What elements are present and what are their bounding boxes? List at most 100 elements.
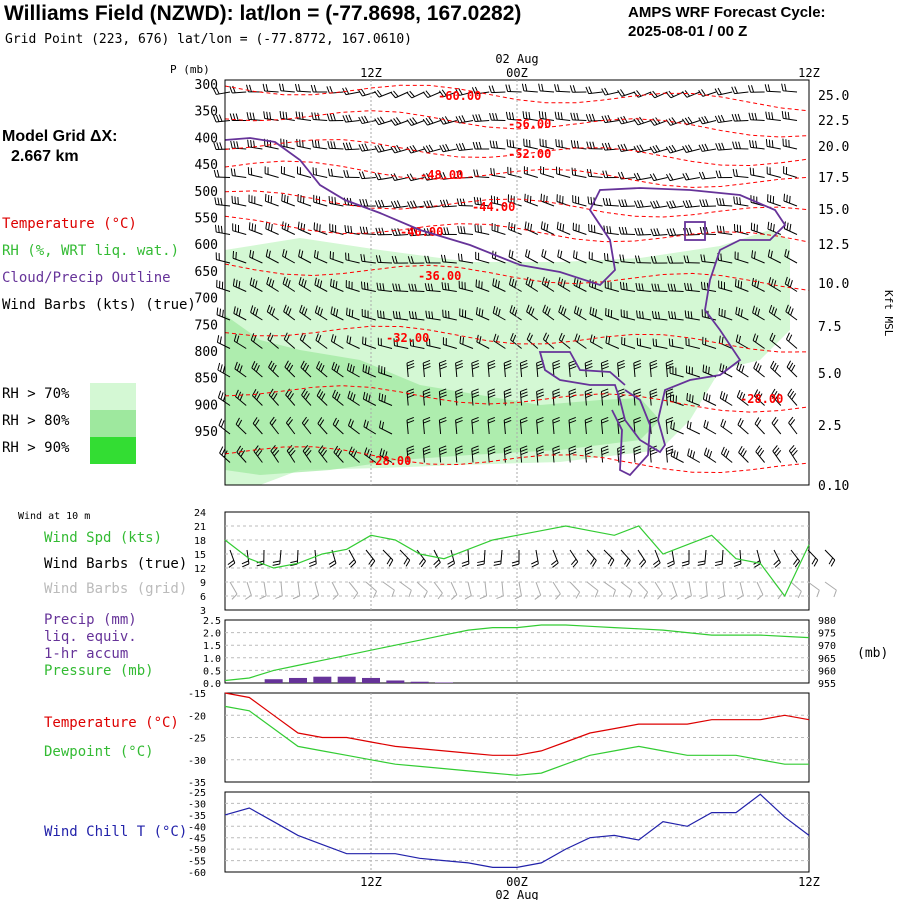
- barb-flag: [330, 306, 333, 314]
- barb-flag: [703, 254, 706, 262]
- barb-flag: [649, 92, 656, 99]
- wind-barb: [585, 113, 603, 122]
- barb-staff: [268, 366, 279, 378]
- barb-staff: [378, 120, 393, 126]
- wind-barb: [670, 421, 684, 435]
- barb-staff: [382, 549, 394, 561]
- barb-flag: [460, 253, 463, 262]
- barb-flag: [674, 311, 677, 320]
- barb-staff: [702, 261, 717, 264]
- barb-flag: [714, 88, 719, 96]
- wind-barb: [282, 249, 296, 264]
- barb-flag: [510, 223, 513, 231]
- barb-flag: [793, 558, 799, 565]
- barb-staff: [329, 202, 344, 207]
- barb-flag: [552, 391, 561, 396]
- barb-flag: [557, 84, 560, 92]
- barb-staff: [361, 260, 376, 264]
- barb-flag: [216, 335, 220, 343]
- wind-barb: [735, 306, 749, 321]
- barb-flag: [738, 445, 743, 453]
- barb-staff: [721, 549, 724, 565]
- barb-flag: [688, 199, 693, 208]
- wind-barb: [698, 143, 717, 152]
- barb-flag: [508, 277, 512, 285]
- barb-flag: [769, 332, 774, 340]
- barb-flag: [687, 144, 693, 152]
- barb-flag: [377, 172, 382, 180]
- barb-flag: [347, 418, 352, 426]
- barb-flag: [488, 451, 496, 455]
- barb-flag: [455, 416, 463, 421]
- wind-barb: [230, 140, 247, 150]
- barb-staff: [766, 90, 781, 93]
- barb-flag: [670, 283, 674, 291]
- wind-barb: [554, 84, 571, 93]
- barb-flag: [268, 250, 271, 258]
- barb-flag: [213, 169, 217, 178]
- barb-flag: [525, 249, 528, 257]
- barb-staff: [654, 549, 661, 564]
- barb-flag: [439, 419, 447, 424]
- barb-flag: [412, 339, 415, 347]
- barb-flag: [406, 416, 414, 421]
- barb-staff: [492, 312, 506, 321]
- wind-barb-10m: [493, 549, 503, 566]
- barb-flag: [787, 278, 791, 286]
- legend-rh70-swatch: [90, 383, 136, 410]
- barb-flag: [316, 251, 319, 259]
- wind-barb: [781, 83, 798, 93]
- barb-staff: [394, 290, 409, 292]
- cloud-outline: [684, 221, 706, 241]
- barb-staff: [233, 313, 247, 321]
- barb-flag: [749, 140, 752, 148]
- barb-flag: [508, 84, 512, 92]
- barb-flag: [668, 145, 674, 153]
- wind-barb: [649, 173, 668, 182]
- barb-flag: [731, 114, 735, 122]
- wind-barb: [297, 221, 312, 235]
- barb-flag: [633, 118, 639, 126]
- wind-barb: [408, 283, 425, 292]
- barb-flag: [456, 170, 460, 179]
- barb-staff: [299, 311, 312, 321]
- barb-flag: [623, 143, 628, 151]
- barb-staff: [491, 174, 506, 178]
- barb-flag: [569, 419, 577, 424]
- legend-dewpoint-series: Dewpoint (°C): [44, 744, 154, 760]
- barb-flag: [511, 560, 520, 564]
- barb-flag: [772, 390, 778, 398]
- barb-staff: [783, 117, 798, 121]
- barb-staff: [750, 119, 765, 121]
- barb-flag: [794, 560, 800, 568]
- wind-barb: [589, 306, 603, 321]
- barb-flag: [588, 113, 593, 122]
- wind-barb: [668, 310, 684, 321]
- wind-barb: [786, 360, 798, 378]
- barb-flag: [690, 311, 693, 319]
- wind-barb: [459, 336, 474, 349]
- barb-staff: [738, 452, 749, 463]
- height-tick-label: 7.5: [818, 320, 841, 335]
- barb-flag: [633, 388, 641, 393]
- legend-pressure: Pressure (mb): [44, 663, 154, 679]
- barb-flag: [671, 144, 677, 152]
- barb-staff: [475, 176, 490, 178]
- barb-staff: [459, 91, 474, 96]
- barb-flag: [300, 250, 304, 258]
- wind-barb: [374, 89, 393, 98]
- barb-flag: [390, 201, 395, 209]
- barb-flag: [542, 332, 547, 340]
- barb-flag: [753, 361, 757, 369]
- wind-barb: [668, 338, 684, 349]
- barb-flag: [604, 115, 609, 123]
- barb-flag: [374, 145, 379, 153]
- wind-tick-label: 24: [194, 508, 206, 519]
- wind-barb: [278, 83, 295, 93]
- barb-flag: [471, 359, 479, 364]
- barb-flag: [589, 141, 593, 149]
- barb-flag: [531, 560, 539, 565]
- barb-staff: [769, 311, 782, 321]
- barb-staff: [427, 120, 441, 126]
- barb-flag: [638, 283, 641, 291]
